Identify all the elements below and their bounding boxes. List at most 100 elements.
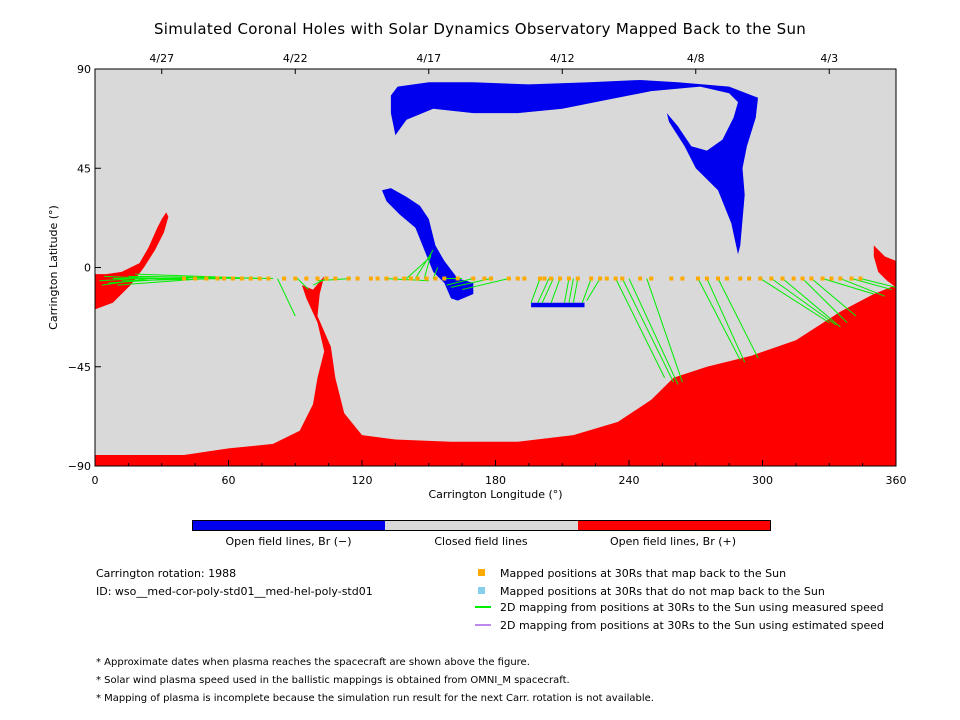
mapped-point: [368, 276, 373, 281]
mapped-point: [346, 276, 351, 281]
x-tick-label: 300: [752, 474, 773, 487]
note-incomplete: * Mapping of plasma is incomplete becaus…: [96, 693, 654, 704]
mapping-line-measured: [572, 278, 579, 303]
mapping-line-measured: [760, 278, 830, 324]
mapping-line-measured: [706, 278, 746, 363]
mapping-line-measured: [697, 278, 741, 361]
mapped-point: [408, 276, 413, 281]
mapped-point: [780, 276, 785, 281]
mapped-point: [538, 276, 542, 281]
mapped-point: [506, 276, 511, 281]
mapped-point: [604, 276, 609, 281]
mapped-point: [375, 276, 380, 281]
mapped-point: [558, 276, 563, 281]
mapping-line-measured: [414, 249, 434, 279]
coronal-hole-positive: [95, 212, 169, 310]
mapping-line-measured: [276, 278, 296, 317]
colorbar: [192, 520, 771, 531]
mapped-point: [257, 276, 262, 281]
coronal-hole-negative: [382, 188, 474, 301]
mapped-point: [222, 276, 227, 281]
mapped-point: [355, 276, 360, 281]
mapping-line-measured: [550, 278, 561, 303]
mapped-point: [248, 276, 253, 281]
mapping-line-measured: [628, 278, 679, 385]
mapped-point: [239, 276, 244, 281]
mapping-line-measured: [312, 278, 327, 286]
x-tick-label: 360: [886, 474, 907, 487]
mapping-line-measured: [537, 278, 550, 303]
colorbar-closed: [385, 521, 578, 530]
colorbar-open-positive: [577, 521, 770, 530]
mapped-point: [620, 276, 625, 281]
mapping-line-measured: [563, 278, 570, 303]
chart-svg: 0 60 120 180 240 300 360 −90 −45 0 45 90 4/27 4/22 4/1…: [47, 52, 907, 501]
mapped-point: [589, 276, 594, 281]
mapped-point: [266, 276, 271, 281]
coronal-hole-positive: [95, 276, 896, 466]
y-tick-label: 0: [84, 262, 91, 275]
axes: 0 60 120 180 240 300 360 −90 −45 0 45 90 4/27 4/22 4/1…: [47, 52, 907, 501]
mapped-point: [293, 276, 298, 281]
mapped-point: [282, 276, 287, 281]
mapped-point: [182, 276, 186, 281]
mapping-line-measured: [840, 278, 886, 297]
mapped-point: [415, 276, 420, 281]
mapped-point: [791, 276, 796, 281]
colorbar-label-negative: Open field lines, Br (−): [225, 535, 352, 548]
mapped-point: [315, 276, 320, 281]
top-tick-label: 4/12: [550, 52, 575, 65]
legend-line-estimated: [475, 624, 491, 626]
mapping-line-measured: [530, 278, 541, 303]
mapped-point: [769, 276, 774, 281]
top-tick-label: 4/22: [283, 52, 308, 65]
mapped-point: [716, 276, 720, 281]
mapped-point: [402, 276, 407, 281]
y-tick-label: −90: [68, 460, 91, 473]
coronal-hole-positive: [873, 245, 896, 288]
mapping-line-measured: [802, 278, 848, 323]
mapped-point: [515, 276, 520, 281]
mapped-point: [193, 276, 198, 281]
mapping-line-measured: [851, 278, 892, 291]
mapping-line-measured: [446, 278, 474, 286]
mapped-point: [598, 276, 603, 281]
legend-line-measured: [475, 606, 491, 608]
legend-swatch-mapped: [478, 569, 485, 576]
mapped-point: [549, 276, 554, 281]
legend-label-measured: 2D mapping from positions at 30Rs to the…: [500, 601, 884, 614]
mapped-point: [204, 276, 209, 281]
mapped-point: [455, 276, 460, 281]
mapped-point: [215, 276, 220, 281]
mapping-line-measured: [541, 278, 554, 303]
mapped-point: [724, 276, 729, 281]
mapping-line-measured: [568, 278, 574, 303]
mapped-point: [858, 276, 863, 281]
mapping-line-measured: [384, 278, 429, 282]
mapped-point: [829, 276, 834, 281]
x-axis-label: Carrington Longitude (°): [428, 488, 562, 501]
chart-title: Simulated Coronal Holes with Solar Dynam…: [153, 20, 807, 38]
legend-label-mapped: Mapped positions at 30Rs that map back t…: [500, 567, 787, 580]
mapping-line-measured: [822, 278, 874, 295]
mapped-point: [424, 276, 429, 281]
mapped-point: [566, 276, 571, 281]
mapped-point: [471, 276, 476, 281]
y-tick-label: 45: [77, 162, 91, 175]
mapped-point: [613, 276, 618, 281]
plot-inner: [95, 69, 896, 466]
legend-label-unmapped: Mapped positions at 30Rs that do not map…: [500, 585, 825, 598]
mapped-point: [333, 276, 338, 281]
mapping-line-measured: [423, 254, 432, 279]
mapped-point: [820, 276, 825, 281]
mapping-line-measured: [615, 278, 666, 378]
mapped-point: [433, 276, 438, 281]
note-speed: * Solar wind plasma speed used in the ba…: [96, 675, 570, 686]
top-tick-label: 4/27: [149, 52, 174, 65]
mapped-point: [384, 276, 389, 281]
mapping-line-measured: [811, 278, 857, 317]
mapping-line-measured: [621, 278, 674, 383]
mapping-line-measured: [581, 278, 592, 303]
colorbar-open-negative: [193, 521, 386, 530]
legend-swatch-unmapped: [478, 587, 485, 594]
